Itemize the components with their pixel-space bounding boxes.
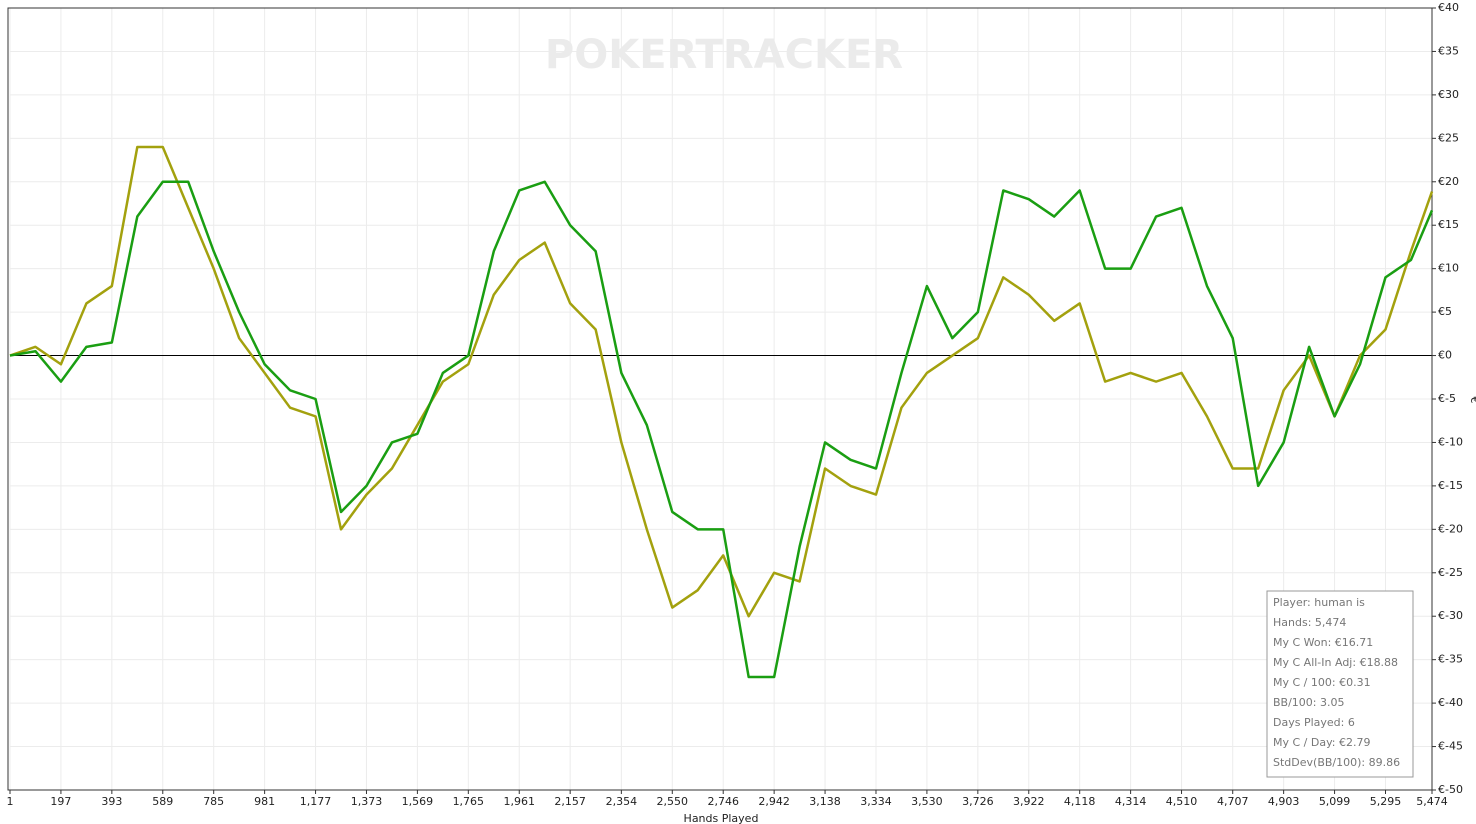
stats-line: Hands: 5,474: [1273, 616, 1346, 629]
x-tick-label: 981: [254, 795, 275, 808]
plot-frame: [7, 7, 1433, 791]
y-tick-label: €40: [1438, 1, 1459, 14]
x-tick-label: 197: [50, 795, 71, 808]
stats-line: BB/100: 3.05: [1273, 696, 1345, 709]
y-tick-label: €-50: [1438, 783, 1463, 796]
x-tick-label: 1,961: [503, 795, 535, 808]
x-tick-label: 5,295: [1370, 795, 1402, 808]
series-line: [9, 145, 1434, 618]
watermark: POKERTRACKER: [545, 32, 903, 78]
stats-box: [1266, 590, 1414, 778]
stats-line: My C / Day: €2.79: [1273, 736, 1371, 749]
y-tick-label: €-35: [1438, 653, 1463, 666]
y-tick-label: €0: [1438, 349, 1452, 362]
y-tick-label: €-40: [1438, 696, 1463, 709]
y-tick-label: €-10: [1438, 435, 1463, 448]
x-tick-label: 3,138: [809, 795, 841, 808]
stats-line: Days Played: 6: [1273, 716, 1355, 729]
x-tick-label: 4,314: [1115, 795, 1147, 808]
x-tick-label: 3,726: [962, 795, 994, 808]
y-tick-label: €-5: [1438, 392, 1456, 405]
x-tick-label: 5,099: [1319, 795, 1351, 808]
x-tick-label: 4,707: [1217, 795, 1249, 808]
x-tick-label: 3,530: [911, 795, 943, 808]
y-tick-label: €35: [1438, 44, 1459, 57]
stats-line: My C All-In Adj: €18.88: [1273, 656, 1398, 669]
x-tick-label: 2,354: [606, 795, 638, 808]
y-tick-label: €25: [1438, 131, 1459, 144]
x-tick-label: 2,550: [657, 795, 689, 808]
y-tick-label: €20: [1438, 175, 1459, 188]
y-tick-label: €15: [1438, 218, 1459, 231]
x-tick-label: 2,746: [707, 795, 739, 808]
y-tick-label: €-15: [1438, 479, 1463, 492]
x-tick-label: 3,922: [1013, 795, 1045, 808]
x-tick-label: 2,942: [758, 795, 790, 808]
x-tick-label: 5,474: [1416, 795, 1448, 808]
y-tick-label: €5: [1438, 305, 1452, 318]
grid-layer: [9, 7, 1433, 791]
y-axis-label: €: [1468, 397, 1476, 404]
x-tick-label: 785: [203, 795, 224, 808]
stats-line: StdDev(BB/100): 89.86: [1273, 756, 1400, 769]
x-tick-label: 4,510: [1166, 795, 1198, 808]
stats-line: My C / 100: €0.31: [1273, 676, 1371, 689]
y-tick-label: €30: [1438, 88, 1459, 101]
x-tick-label: 1,765: [453, 795, 485, 808]
x-tick-label: 1,373: [351, 795, 383, 808]
x-tick-label: 3,334: [860, 795, 892, 808]
x-tick-label: 2,157: [554, 795, 586, 808]
series-line: [9, 180, 1434, 679]
x-axis-label: Hands Played: [684, 812, 759, 824]
x-tick-label: 1: [7, 795, 14, 808]
y-tick-label: €-30: [1438, 609, 1463, 622]
stats-line: My C Won: €16.71: [1273, 636, 1373, 649]
x-tick-label: 4,118: [1064, 795, 1096, 808]
y-tick-label: €-45: [1438, 740, 1463, 753]
x-tick-label: 393: [101, 795, 122, 808]
x-tick-label: 1,569: [402, 795, 434, 808]
y-tick-label: €-20: [1438, 522, 1463, 535]
x-tick-label: 1,177: [300, 795, 332, 808]
x-tick-label: 589: [152, 795, 173, 808]
x-tick-label: 4,903: [1268, 795, 1300, 808]
y-tick-label: €-25: [1438, 566, 1463, 579]
y-tick-label: €10: [1438, 262, 1459, 275]
stats-line: Player: human is: [1273, 596, 1365, 609]
